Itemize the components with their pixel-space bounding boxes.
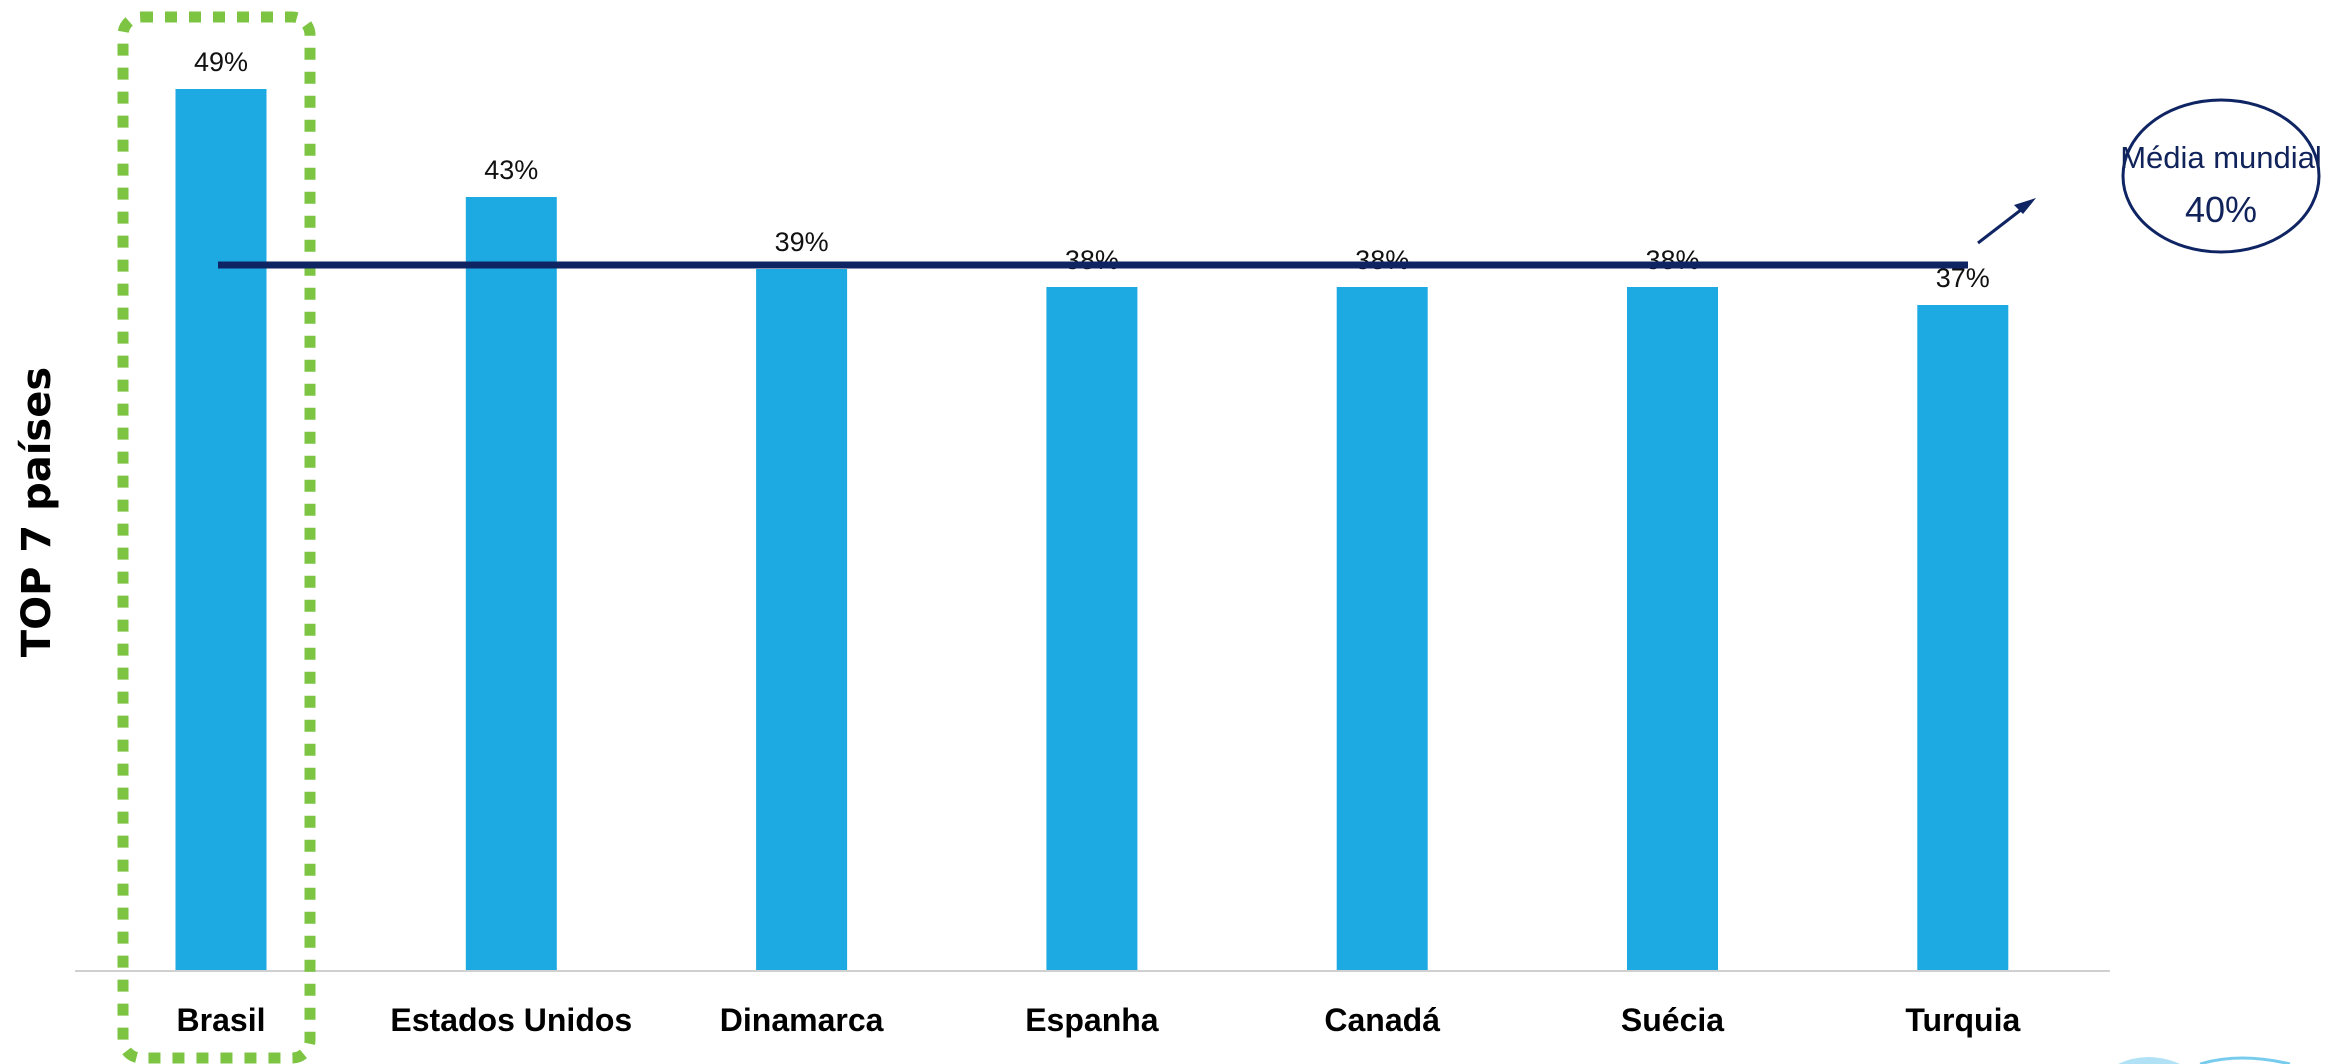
world-average-title: Média mundial — [2120, 140, 2322, 175]
bar-value-label: 49% — [194, 47, 248, 77]
world-average-value: 40% — [2185, 189, 2257, 230]
bar-value-label: 43% — [484, 155, 538, 185]
category-label: Turquia — [1905, 1002, 2020, 1038]
bar-value-label: 38% — [1065, 245, 1119, 275]
category-label: Dinamarca — [720, 1002, 884, 1038]
world-average-callout — [2121, 98, 2321, 254]
bar-0 — [175, 89, 267, 971]
bars-layer: 49% Brasil 43% Estados Unidos 39% Dinamarca 38… — [175, 47, 2020, 1038]
bar-value-label: 38% — [1355, 245, 1409, 275]
category-label: Espanha — [1025, 1002, 1159, 1038]
callout-arrow-line — [1977, 204, 2027, 245]
bar-value-label: 38% — [1645, 245, 1699, 275]
decorative-corner-shape-2 — [2199, 1056, 2291, 1064]
decorative-corner-shape — [2118, 1057, 2180, 1064]
bar-2 — [756, 269, 848, 971]
bar-value-label: 39% — [775, 227, 829, 257]
bar-5 — [1627, 287, 1718, 971]
category-label: Estados Unidos — [390, 1002, 632, 1038]
bar-6 — [1917, 305, 2009, 971]
bar-4 — [1336, 287, 1428, 971]
bar-1 — [465, 197, 557, 971]
highlight-box — [117, 11, 316, 1064]
category-label: Suécia — [1621, 1002, 1724, 1038]
callout-arrow-head — [2014, 198, 2036, 214]
category-label: Canadá — [1324, 1002, 1440, 1038]
y-axis-label: TOP 7 países — [14, 367, 60, 657]
bar-3 — [1046, 287, 1138, 971]
category-label: Brasil — [177, 1002, 266, 1038]
